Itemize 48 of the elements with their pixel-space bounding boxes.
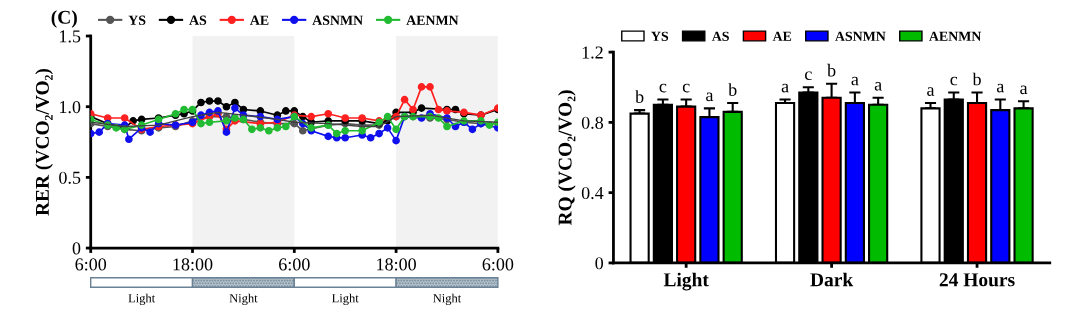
legend-label: YS bbox=[128, 15, 146, 25]
text: Light bbox=[332, 293, 359, 306]
y-tick-label: 0.8 bbox=[581, 116, 604, 129]
data-label: c bbox=[805, 71, 812, 81]
data-label: a bbox=[851, 76, 859, 86]
data-label: a bbox=[927, 87, 935, 96]
y-tick-label: 1.0 bbox=[60, 100, 81, 114]
data-label: a bbox=[781, 83, 789, 93]
legend-label: AS bbox=[711, 31, 729, 41]
x-tick-label: 18:00 bbox=[377, 258, 416, 271]
x-tick-label: Light bbox=[663, 272, 709, 291]
y-tick-label: 0 bbox=[595, 257, 604, 270]
text: Night bbox=[229, 293, 258, 306]
legend-label: AS bbox=[189, 15, 207, 25]
data-label: a bbox=[706, 92, 714, 102]
data-label: b bbox=[728, 83, 737, 96]
data-label: c bbox=[950, 76, 958, 86]
y-axis-title: RER (VCO₂/VO₂) bbox=[35, 68, 53, 216]
data-label: c bbox=[659, 83, 667, 93]
legend-label: AENMN bbox=[406, 15, 459, 25]
y-axis-title: RQ (VCO₂/VO₂) bbox=[557, 90, 576, 226]
text: Light bbox=[128, 293, 156, 306]
legend-label: ASNMN bbox=[312, 15, 363, 25]
x-tick-label: 6:00 bbox=[75, 258, 107, 271]
legend-label: AE bbox=[772, 31, 792, 41]
data-label: b bbox=[635, 90, 644, 103]
data-label: a bbox=[874, 81, 882, 91]
text: (C) bbox=[51, 10, 77, 28]
x-tick-label: 24 Hours bbox=[939, 273, 1015, 287]
legend-label: AENMN bbox=[929, 31, 982, 41]
legend-label: AE bbox=[249, 15, 269, 25]
y-tick-label: 1.5 bbox=[60, 30, 81, 43]
data-label: c bbox=[682, 83, 690, 93]
y-tick-label: 1.2 bbox=[582, 46, 603, 59]
data-label: b bbox=[827, 63, 836, 77]
data-label: a bbox=[996, 83, 1005, 93]
legend-label: ASNMN bbox=[835, 31, 886, 41]
data-label: b bbox=[972, 72, 981, 86]
legend-label: YS bbox=[651, 31, 669, 41]
x-tick-label: 6:00 bbox=[279, 258, 310, 271]
x-tick-label: Dark bbox=[810, 272, 854, 287]
y-tick-label: 0.4 bbox=[581, 186, 604, 200]
text: Night bbox=[433, 293, 462, 306]
x-tick-label: 18:00 bbox=[173, 258, 213, 271]
y-tick-label: 0 bbox=[72, 242, 81, 255]
data-label: a bbox=[1020, 85, 1028, 95]
x-tick-label: 6:00 bbox=[482, 258, 514, 271]
y-tick-label: 0.5 bbox=[59, 171, 81, 184]
